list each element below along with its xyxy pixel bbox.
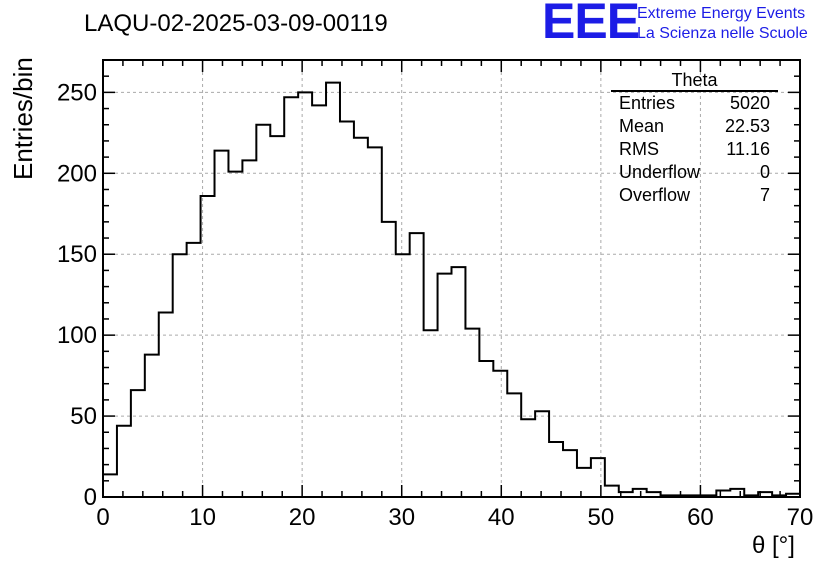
chart-title: LAQU-02-2025-03-09-00119 [84,10,388,37]
histogram-bin [145,355,159,497]
histogram-bin [479,361,493,497]
histogram-bin [605,486,619,497]
histogram-bin [521,419,535,497]
histogram-outline [102,81,801,497]
stats-row-mean: Mean 22.53 [611,115,778,138]
x-tick-label: 70 [787,504,814,531]
stats-label: Entries [619,93,676,113]
stats-row-entries: Entries 5020 [611,92,778,115]
grid-lines [103,60,800,497]
x-tick-label: 30 [388,504,415,531]
histogram-bin [131,390,145,497]
histogram-bin [298,92,312,497]
histogram-bin [396,254,410,497]
eee-logo: EEE [542,0,640,49]
stats-row-rms: RMS 11.16 [611,138,778,161]
histogram-bin [103,474,117,497]
y-tick-label: 50 [70,403,97,430]
stats-value: 22.53 [724,116,770,136]
histogram-bin [730,489,744,497]
histogram-bin [312,105,326,497]
histogram-bin [215,151,229,497]
histogram-bin [438,274,452,497]
x-tick-label: 60 [687,504,714,531]
plot-frame [102,59,801,498]
y-tick-label: 250 [57,79,97,106]
stats-row-underflow: Underflow 0 [611,161,778,184]
stats-label: Overflow [619,185,691,205]
stats-label: Mean [619,116,665,136]
histogram-bin [228,172,242,497]
histogram-bin [159,312,173,497]
stats-box: Theta Entries 5020 Mean 22.53 RMS 11.16 … [611,70,778,207]
y-axis-label: Entries/bin [8,57,38,180]
x-tick-label: 50 [588,504,615,531]
histogram-bin [577,468,591,497]
histogram-bin [368,147,382,497]
histogram-bin [187,243,201,497]
y-tick-label: 0 [84,484,97,511]
histogram-bin [242,160,256,497]
histogram-bin [382,222,396,497]
histogram-bin [354,138,368,497]
stats-title: Theta [611,70,778,92]
histogram-bin [256,125,270,497]
histogram-bin [549,442,563,497]
histogram-bin [591,458,605,497]
stats-label: RMS [619,139,659,159]
histogram-bin [452,267,466,497]
x-tick-label: 40 [488,504,515,531]
stats-value: 11.16 [726,139,770,159]
stats-row-overflow: Overflow 7 [611,184,778,207]
axis-ticks [102,59,801,498]
stats-label: Underflow [619,162,701,182]
x-tick-label: 0 [96,504,109,531]
histogram-bin [117,426,131,497]
x-tick-label: 20 [289,504,316,531]
stats-value: 7 [759,185,770,205]
logo-text-line1: Extreme Energy Events [637,5,806,22]
histogram-bin [326,83,340,497]
stats-value: 0 [759,162,770,182]
logo-text-line2: La Scienza nelle Scuole [637,25,808,42]
y-tick-label: 150 [57,241,97,268]
histogram-bin [201,196,215,497]
histogram-bin [465,329,479,497]
x-tick-label: 10 [189,504,216,531]
x-axis-label: θ [°] [752,532,795,559]
histogram-bin [340,122,354,497]
y-tick-label: 100 [57,322,97,349]
histogram-bin [535,411,549,497]
stats-value: 5020 [729,93,770,113]
histogram-bin [507,393,521,497]
histogram-bin [493,371,507,497]
histogram-bin [563,450,577,497]
histogram-bin [173,254,187,497]
histogram-bin [270,136,284,497]
y-tick-label: 200 [57,160,97,187]
histogram-bin [633,489,647,497]
histogram-bin [424,330,438,497]
histogram-bin [410,233,424,497]
histogram-bin [284,97,298,497]
